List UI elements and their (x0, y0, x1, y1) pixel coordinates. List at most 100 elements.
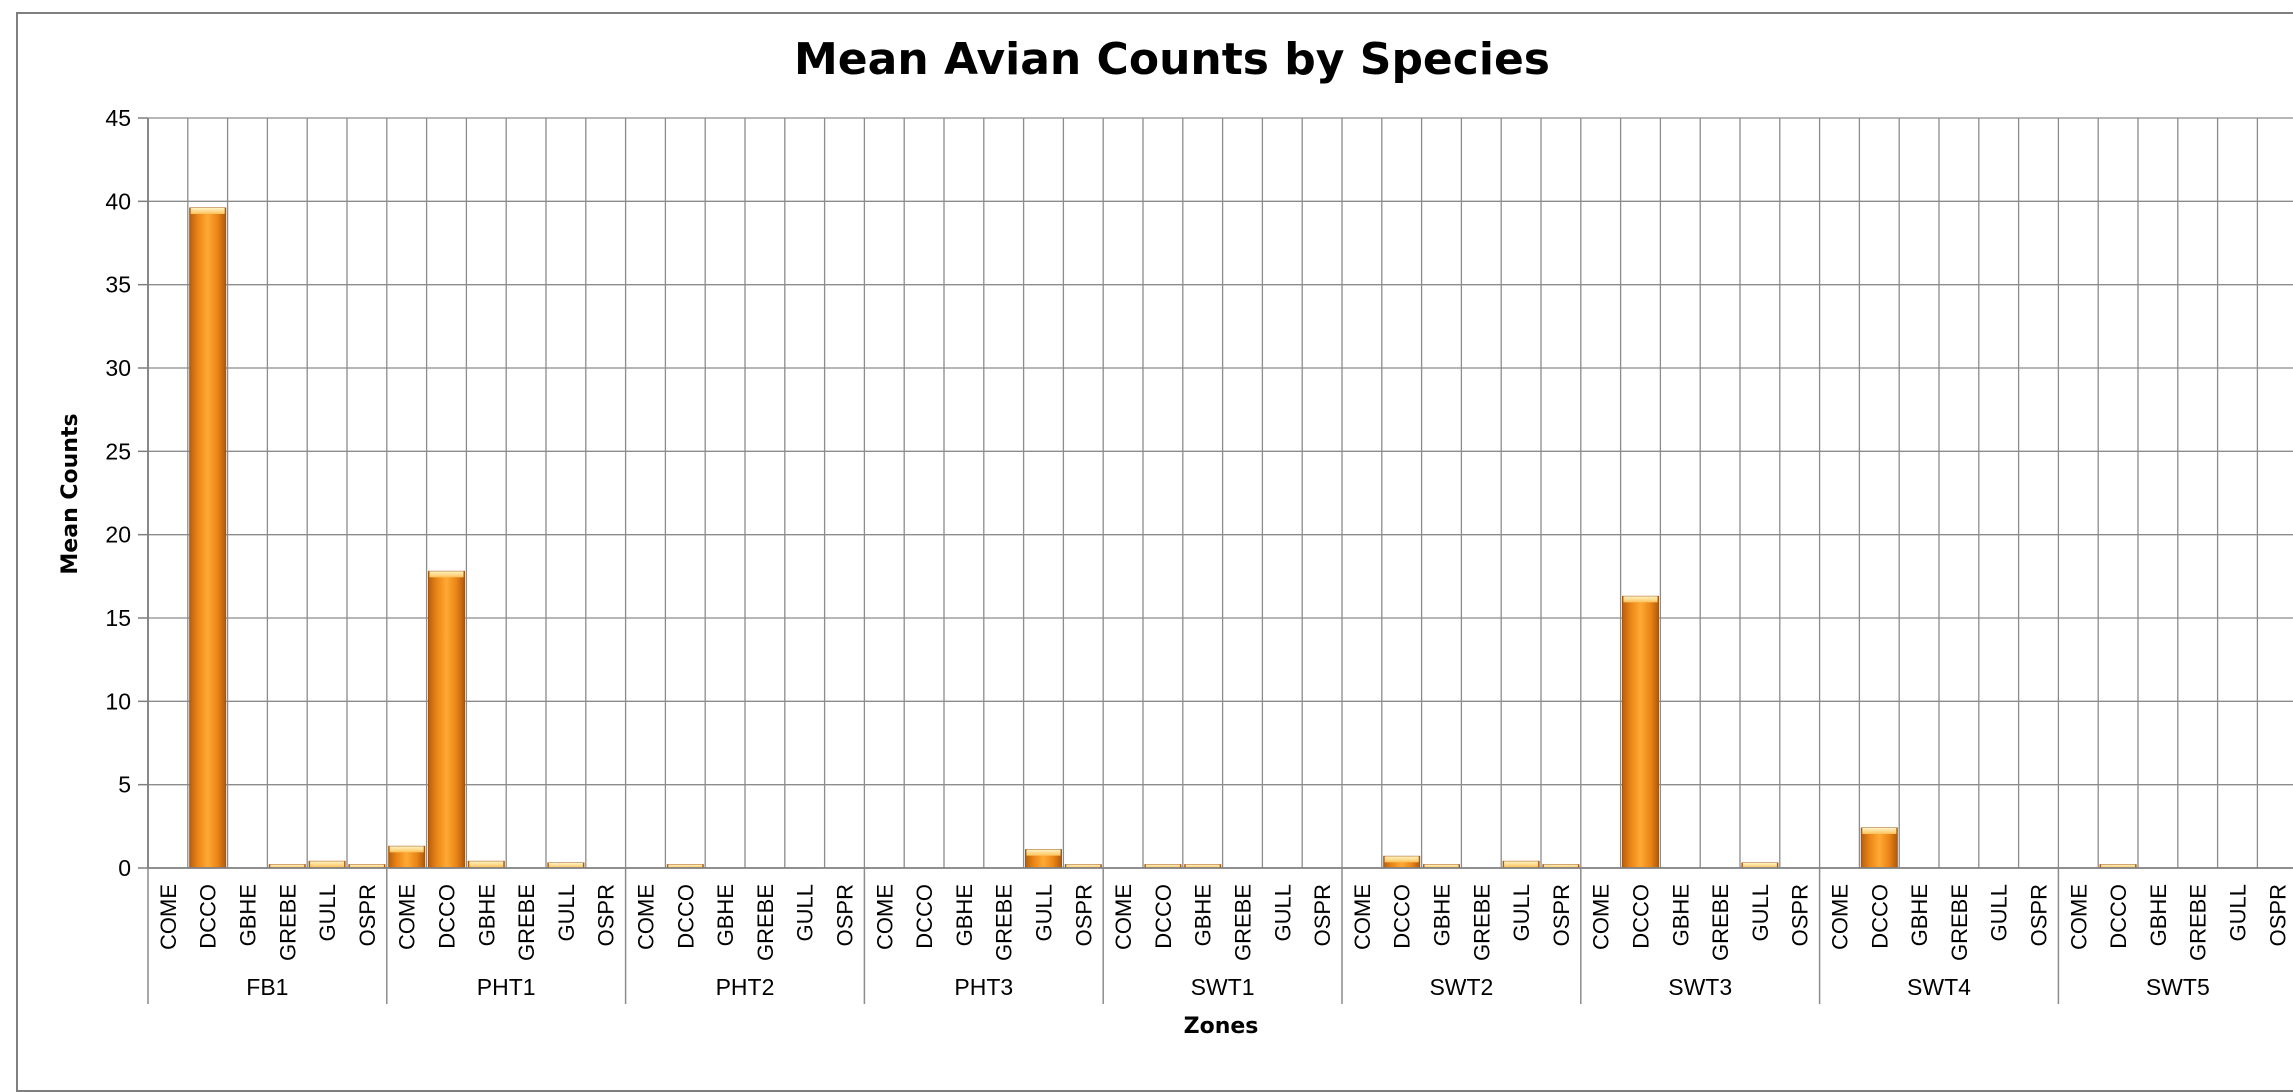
bar-highlight (389, 846, 424, 853)
y-tick-label: 10 (105, 688, 131, 714)
x-tick-label: GREBE (1469, 884, 1494, 961)
zone-label: SWT2 (1429, 974, 1493, 1000)
bar-highlight (2101, 864, 2136, 868)
bars (189, 207, 2137, 869)
x-tick-label: GBHE (2146, 884, 2171, 946)
bar-highlight (190, 208, 225, 214)
zone-label: SWT4 (1907, 974, 1971, 1000)
x-tick-label: GREBE (514, 884, 539, 961)
x-tick-label: GREBE (1708, 884, 1733, 961)
x-tick-label: COME (2066, 884, 2091, 950)
x-tick-label: GBHE (952, 884, 977, 946)
axes (138, 117, 2293, 1004)
bar-highlight (1026, 849, 1061, 856)
bar-highlight (1742, 863, 1777, 868)
zone-label: PHT2 (716, 974, 775, 1000)
x-tick-label: GREBE (275, 884, 300, 961)
x-tick-label: GBHE (1907, 884, 1932, 946)
y-tick-label: 15 (105, 605, 131, 631)
bar-highlight (1543, 864, 1578, 868)
x-tick-label: GREBE (992, 884, 1017, 961)
x-tick-label: GBHE (236, 884, 261, 946)
bar-highlight (1185, 864, 1220, 868)
bar-highlight (1424, 864, 1459, 868)
bar-highlight (1862, 828, 1897, 834)
x-tick-label: OSPR (833, 884, 858, 946)
x-tick-label: OSPR (1788, 884, 1813, 946)
bar-swt4-dcco (1860, 827, 1898, 869)
x-tick-label: DCCO (2106, 884, 2131, 949)
x-tick-label: GREBE (2186, 884, 2211, 961)
y-tick-label: 5 (118, 772, 131, 798)
y-tick-label: 20 (105, 522, 131, 548)
x-tick-label: OSPR (2027, 884, 2052, 946)
bar-highlight (1504, 861, 1539, 868)
y-tick-label: 0 (118, 855, 131, 881)
x-tick-label: DCCO (1629, 884, 1654, 949)
x-tick-label: COME (1111, 884, 1136, 950)
x-tick-label: GBHE (1668, 884, 1693, 946)
x-tick-label: GULL (1032, 884, 1057, 941)
zone-label: PHT3 (954, 974, 1013, 1000)
x-tick-label: COME (1589, 884, 1614, 950)
x-tick-label: GULL (2226, 884, 2251, 941)
bar-highlight (270, 864, 305, 868)
x-tick-label: OSPR (1310, 884, 1335, 946)
zone-label: SWT1 (1191, 974, 1255, 1000)
y-tick-label: 30 (105, 355, 131, 381)
x-tick-label: GREBE (753, 884, 778, 961)
x-tick-label: OSPR (2265, 884, 2290, 946)
bar-highlight (1384, 856, 1419, 863)
chart-frame (16, 12, 2293, 1092)
x-tick-label: GBHE (713, 884, 738, 946)
y-tick-label: 40 (105, 188, 131, 214)
x-axis-tick-labels: COME DCCO GBHE GREBE GULL OSPR COME DCCO GBHE GRE… (156, 884, 2290, 961)
x-tick-label: GULL (1509, 884, 1534, 941)
x-tick-label: COME (872, 884, 897, 950)
x-tick-label: GULL (1270, 884, 1295, 941)
bar-highlight (429, 571, 464, 578)
zone-label: FB1 (246, 974, 288, 1000)
y-tick-label: 45 (105, 105, 131, 131)
x-axis-title: Zones (1184, 1014, 1259, 1039)
x-tick-label: GULL (315, 884, 340, 941)
bar-swt3-dcco (1622, 595, 1659, 869)
bar-pht1-dcco (428, 570, 465, 869)
bar-highlight (548, 863, 583, 868)
x-tick-label: GBHE (1430, 884, 1455, 946)
y-axis-tick-labels: 0 5 10 15 20 25 30 35 40 45 (105, 105, 131, 881)
x-tick-label: COME (1828, 884, 1853, 950)
bar-highlight (349, 864, 384, 868)
bar-highlight (1145, 864, 1180, 868)
x-tick-label: OSPR (1071, 884, 1096, 946)
x-tick-label: DCCO (196, 884, 221, 949)
bar-fb1-dcco (189, 207, 227, 869)
x-tick-label: DCCO (1867, 884, 1892, 949)
y-axis-title: Mean Counts (58, 413, 83, 574)
x-tick-label: OSPR (355, 884, 380, 946)
x-tick-label: GREBE (1231, 884, 1256, 961)
x-tick-label: COME (1350, 884, 1375, 950)
bar-highlight (1623, 596, 1658, 603)
x-tick-label: OSPR (594, 884, 619, 946)
y-tick-label: 25 (105, 438, 131, 464)
bar-highlight (310, 861, 345, 868)
x-tick-label: COME (634, 884, 659, 950)
zone-label: SWT5 (2146, 974, 2210, 1000)
x-tick-label: COME (156, 884, 181, 950)
x-tick-label: GREBE (1947, 884, 1972, 961)
bar-highlight (1066, 864, 1101, 868)
y-tick-label: 35 (105, 272, 131, 298)
x-tick-label: GBHE (474, 884, 499, 946)
x-tick-label: OSPR (1549, 884, 1574, 946)
x-tick-label: GULL (1987, 884, 2012, 941)
bar-chart: Mean Avian Counts by Species 0 5 10 15 20 25 3… (58, 34, 2293, 1039)
x-tick-label: GBHE (1191, 884, 1216, 946)
x-tick-label: DCCO (1151, 884, 1176, 949)
zone-label: SWT3 (1668, 974, 1732, 1000)
x-tick-label: DCCO (435, 884, 460, 949)
x-tick-label: GULL (554, 884, 579, 941)
x-tick-label: DCCO (912, 884, 937, 949)
bar-highlight (469, 861, 504, 868)
x-tick-label: COME (395, 884, 420, 950)
